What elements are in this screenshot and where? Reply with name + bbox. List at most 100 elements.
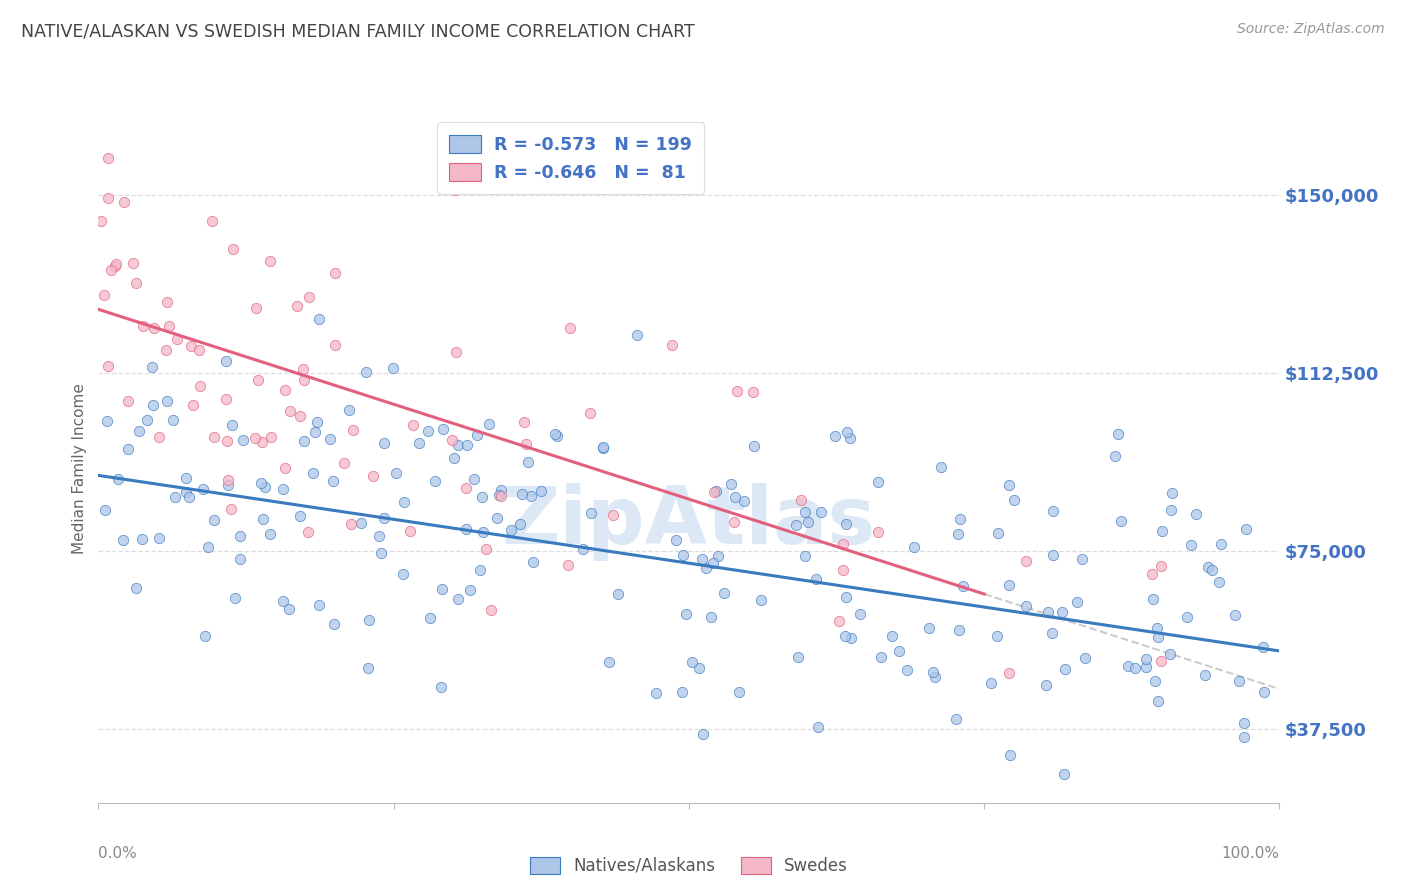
Point (188, 379, 211, 393)
Point (807, 720, 830, 734)
Point (117, 393, 139, 408)
Point (458, 582, 481, 597)
Point (512, 416, 534, 430)
Point (1107, 427, 1129, 442)
Point (918, 620, 941, 634)
Point (707, 549, 730, 563)
Point (1000, 748, 1022, 763)
Point (181, 398, 204, 412)
Point (1159, 647, 1181, 661)
Point (672, 548, 695, 562)
Point (581, 506, 603, 520)
Point (1180, 538, 1202, 552)
Point (90, 213, 112, 227)
Point (1052, 767, 1074, 781)
Point (948, 624, 970, 638)
Point (987, 525, 1010, 540)
Point (250, 435, 273, 450)
Point (579, 406, 602, 420)
Point (688, 661, 710, 675)
Point (447, 591, 470, 606)
Point (333, 456, 356, 470)
Point (530, 484, 553, 499)
Point (700, 609, 723, 624)
Text: Source: ZipAtlas.com: Source: ZipAtlas.com (1237, 22, 1385, 37)
Point (290, 409, 312, 424)
Point (232, 433, 254, 447)
Point (392, 495, 415, 509)
Point (1042, 548, 1064, 562)
Point (305, 415, 328, 429)
Point (725, 384, 748, 398)
Point (557, 558, 579, 573)
Point (692, 727, 714, 741)
Point (454, 522, 477, 536)
Point (724, 490, 747, 504)
Point (463, 472, 485, 486)
Point (368, 529, 391, 543)
Point (793, 549, 815, 563)
Point (1074, 651, 1097, 665)
Point (522, 555, 544, 569)
Point (1040, 626, 1063, 640)
Point (176, 484, 198, 499)
Point (443, 183, 465, 197)
Point (602, 508, 624, 522)
Point (456, 438, 478, 452)
Point (924, 670, 946, 684)
Point (479, 603, 502, 617)
Point (509, 516, 531, 531)
Point (835, 590, 858, 604)
Point (399, 524, 422, 539)
Point (489, 483, 512, 498)
Point (174, 471, 197, 485)
Point (789, 493, 811, 508)
Point (304, 425, 326, 439)
Point (288, 509, 311, 524)
Point (423, 474, 446, 488)
Point (945, 713, 967, 727)
Point (337, 403, 360, 417)
Text: NATIVE/ALASKAN VS SWEDISH MEDIAN FAMILY INCOME CORRELATION CHART: NATIVE/ALASKAN VS SWEDISH MEDIAN FAMILY … (21, 22, 695, 40)
Point (720, 476, 742, 491)
Point (1150, 524, 1173, 538)
Point (408, 436, 430, 450)
Point (598, 655, 620, 669)
Point (292, 373, 315, 387)
Point (156, 394, 179, 409)
Point (447, 437, 470, 451)
Point (949, 512, 972, 526)
Point (887, 644, 910, 658)
Point (592, 442, 614, 456)
Point (217, 477, 239, 491)
Point (224, 591, 246, 606)
Point (384, 466, 406, 480)
Point (202, 430, 225, 444)
Point (253, 480, 276, 494)
Point (419, 610, 441, 624)
Point (111, 533, 134, 547)
Point (1116, 659, 1139, 673)
Point (157, 319, 180, 334)
Text: 100.0%: 100.0% (1222, 847, 1279, 862)
Point (271, 482, 294, 496)
Point (475, 541, 498, 556)
Point (323, 337, 346, 351)
Point (229, 529, 252, 543)
Point (510, 487, 533, 501)
Point (1161, 486, 1184, 500)
Point (882, 629, 904, 643)
Point (516, 455, 538, 469)
Point (217, 473, 239, 487)
Point (131, 532, 153, 546)
Point (322, 475, 344, 489)
Point (107, 472, 129, 486)
Point (202, 513, 225, 527)
Point (1066, 595, 1088, 609)
Point (342, 423, 364, 437)
Point (1050, 605, 1073, 619)
Point (441, 433, 464, 447)
Point (117, 442, 139, 457)
Point (1233, 730, 1256, 744)
Point (297, 524, 319, 539)
